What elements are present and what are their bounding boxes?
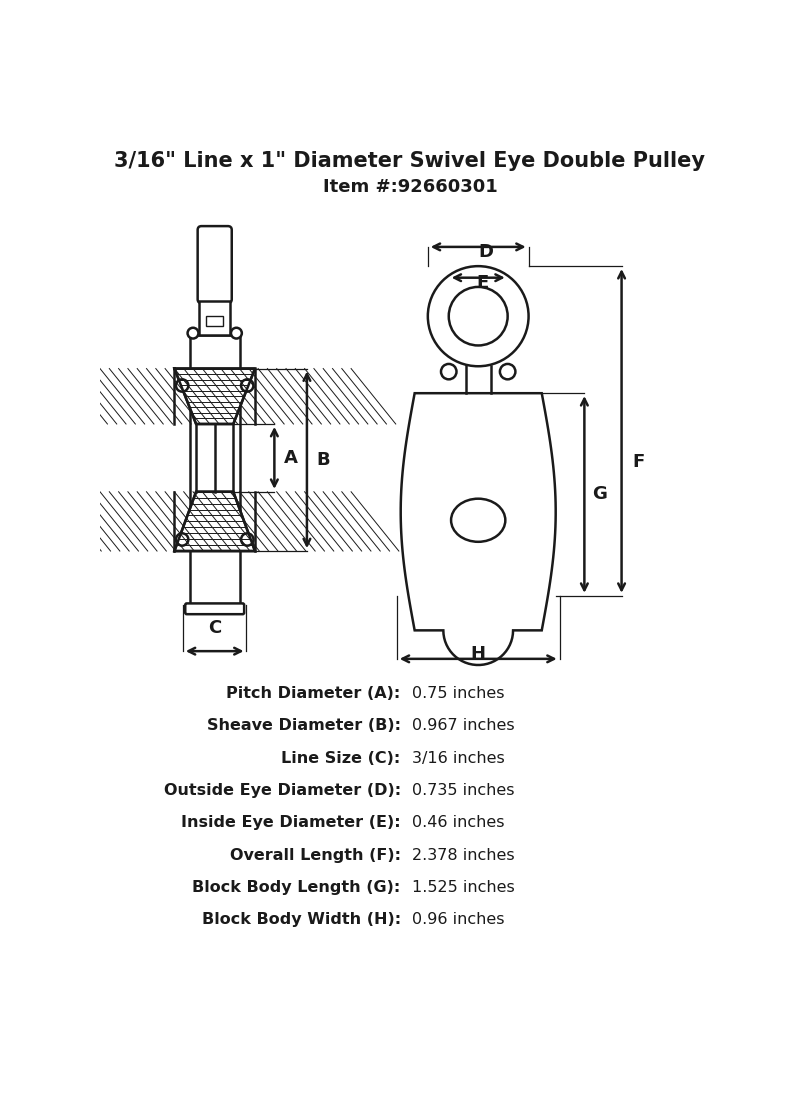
Circle shape bbox=[500, 364, 515, 379]
Circle shape bbox=[241, 379, 254, 392]
Text: F: F bbox=[633, 452, 645, 471]
Text: 0.75 inches: 0.75 inches bbox=[411, 685, 504, 701]
Text: C: C bbox=[208, 620, 222, 637]
Circle shape bbox=[441, 364, 457, 379]
Text: E: E bbox=[476, 274, 488, 291]
Text: Overall Length (F):: Overall Length (F): bbox=[230, 848, 401, 863]
FancyBboxPatch shape bbox=[198, 226, 232, 303]
Text: 3/16 inches: 3/16 inches bbox=[411, 751, 504, 765]
Text: H: H bbox=[470, 645, 486, 662]
Text: Block Body Length (G):: Block Body Length (G): bbox=[193, 880, 401, 895]
FancyBboxPatch shape bbox=[186, 603, 244, 614]
Text: Sheave Diameter (B):: Sheave Diameter (B): bbox=[206, 718, 401, 734]
Text: Outside Eye Diameter (D):: Outside Eye Diameter (D): bbox=[163, 783, 401, 798]
Text: D: D bbox=[478, 243, 494, 261]
Text: 1.525 inches: 1.525 inches bbox=[411, 880, 514, 895]
Circle shape bbox=[231, 327, 242, 338]
Text: Pitch Diameter (A):: Pitch Diameter (A): bbox=[226, 685, 401, 701]
Bar bbox=[206, 316, 223, 326]
Text: G: G bbox=[592, 485, 607, 504]
Text: Line Size (C):: Line Size (C): bbox=[282, 751, 401, 765]
Text: 0.46 inches: 0.46 inches bbox=[411, 816, 504, 830]
Polygon shape bbox=[174, 492, 255, 551]
Circle shape bbox=[428, 266, 529, 366]
Bar bbox=[199, 301, 230, 335]
Text: Inside Eye Diameter (E):: Inside Eye Diameter (E): bbox=[181, 816, 401, 830]
Text: A: A bbox=[284, 449, 298, 466]
Ellipse shape bbox=[451, 498, 506, 542]
Circle shape bbox=[187, 327, 198, 338]
Text: 2.378 inches: 2.378 inches bbox=[411, 848, 514, 863]
Text: 3/16" Line x 1" Diameter Swivel Eye Double Pulley: 3/16" Line x 1" Diameter Swivel Eye Doub… bbox=[114, 151, 706, 171]
Circle shape bbox=[449, 287, 508, 345]
Text: 0.96 inches: 0.96 inches bbox=[411, 912, 504, 927]
Text: 0.967 inches: 0.967 inches bbox=[411, 718, 514, 734]
Text: Block Body Width (H):: Block Body Width (H): bbox=[202, 912, 401, 927]
Circle shape bbox=[241, 533, 254, 545]
Text: B: B bbox=[316, 451, 330, 469]
Text: 0.735 inches: 0.735 inches bbox=[411, 783, 514, 798]
Bar bbox=[190, 335, 239, 604]
Circle shape bbox=[176, 379, 188, 392]
Polygon shape bbox=[174, 369, 255, 424]
Text: Item #:92660301: Item #:92660301 bbox=[322, 177, 498, 196]
Circle shape bbox=[176, 533, 188, 545]
Polygon shape bbox=[401, 393, 556, 665]
